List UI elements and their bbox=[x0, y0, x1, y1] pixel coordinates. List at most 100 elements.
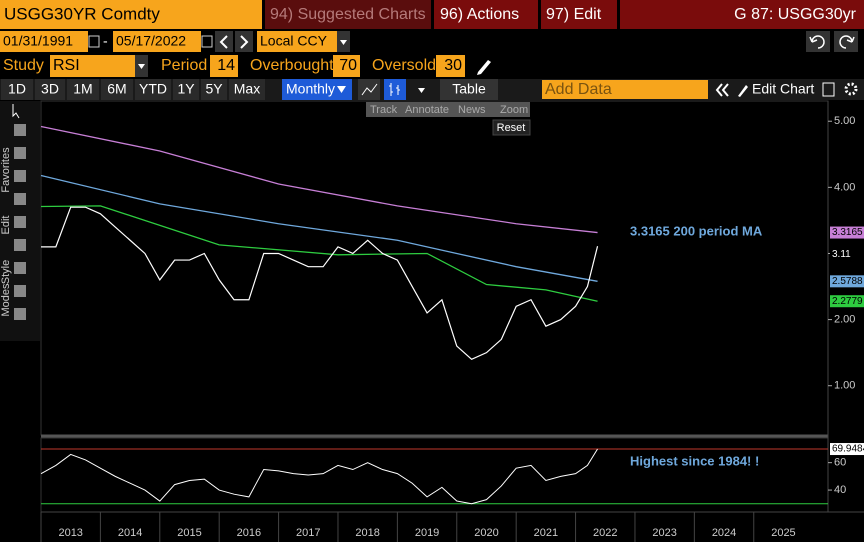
edit-icon[interactable] bbox=[822, 82, 835, 97]
prev-button[interactable] bbox=[215, 31, 233, 52]
oversold-input[interactable] bbox=[436, 55, 465, 77]
moving-average bbox=[40, 174, 598, 282]
side-tool[interactable] bbox=[14, 193, 26, 205]
overbought-input[interactable] bbox=[333, 55, 360, 77]
price-value-tag bbox=[830, 248, 864, 261]
dropdown-icon bbox=[138, 64, 145, 69]
side-tool[interactable] bbox=[14, 285, 26, 297]
side-tab[interactable]: Style bbox=[0, 260, 12, 284]
next-icon bbox=[240, 35, 249, 49]
overbought-label: Overbought bbox=[250, 57, 334, 74]
study-label: Study bbox=[3, 57, 44, 74]
side-tool[interactable] bbox=[14, 147, 26, 159]
period-button[interactable] bbox=[67, 79, 99, 100]
period-input[interactable] bbox=[210, 55, 238, 77]
side-tab[interactable]: Modes bbox=[0, 283, 12, 317]
rsi-value-tag bbox=[830, 443, 864, 456]
side-tool[interactable] bbox=[14, 170, 26, 182]
chart-tool[interactable]: Zoom bbox=[500, 104, 528, 116]
ma-value-tag-label: 3.3165 bbox=[832, 227, 863, 238]
period-button[interactable] bbox=[35, 79, 65, 100]
chart-tool[interactable]: Track bbox=[370, 104, 398, 116]
period-label: YTD bbox=[139, 81, 167, 97]
side-tab[interactable]: Edit bbox=[0, 216, 12, 235]
study-name: RSI bbox=[53, 57, 80, 74]
undo-icon bbox=[809, 35, 825, 49]
side-tool[interactable] bbox=[14, 262, 26, 274]
dropdown-icon[interactable] bbox=[418, 88, 425, 93]
pencil-icon[interactable] bbox=[477, 60, 491, 75]
pencil-icon bbox=[738, 85, 748, 97]
period-button[interactable] bbox=[201, 79, 227, 100]
rsi-line bbox=[40, 448, 598, 505]
x-tick-label: 2016 bbox=[237, 527, 261, 539]
start-date-input[interactable] bbox=[0, 31, 88, 52]
side-tool[interactable] bbox=[14, 308, 26, 320]
dropdown-icon bbox=[337, 86, 346, 93]
period-button[interactable] bbox=[229, 79, 265, 100]
chart-tool[interactable]: Annotate bbox=[405, 104, 449, 116]
menu-edit[interactable] bbox=[541, 0, 617, 29]
table: Table bbox=[452, 81, 486, 97]
y-tick-label: 5.00 bbox=[834, 115, 855, 127]
end-date-input[interactable] bbox=[113, 31, 201, 52]
undo-button[interactable] bbox=[806, 31, 830, 52]
period-label: Max bbox=[234, 81, 260, 97]
prev-icon bbox=[219, 35, 228, 49]
x-tick-label: 2019 bbox=[415, 527, 439, 539]
study-input[interactable] bbox=[50, 55, 135, 77]
side-tool[interactable] bbox=[14, 216, 26, 228]
side-tool[interactable] bbox=[14, 124, 26, 136]
menu-label: 97) Edit bbox=[546, 6, 602, 23]
calendar-icon[interactable] bbox=[88, 35, 100, 48]
period: 14 bbox=[217, 57, 235, 74]
x-tick-label: 2017 bbox=[296, 527, 320, 539]
side-tab[interactable]: Favorites bbox=[0, 147, 12, 193]
y-tick-label: 2.00 bbox=[834, 313, 855, 325]
table-button[interactable] bbox=[440, 79, 498, 100]
security-input[interactable] bbox=[0, 0, 262, 29]
period-button[interactable] bbox=[135, 79, 171, 100]
calendar-icon[interactable] bbox=[201, 35, 213, 48]
period-button[interactable] bbox=[1, 79, 33, 100]
redo-icon bbox=[839, 35, 855, 49]
separator: - bbox=[103, 33, 108, 49]
side-tool[interactable] bbox=[14, 239, 26, 251]
rsi-value-tag-label: 69.9484 bbox=[832, 444, 864, 455]
menu-label: 94) Suggested Charts bbox=[270, 6, 426, 23]
start-date: 01/31/1991 bbox=[3, 33, 73, 49]
reset: Reset bbox=[497, 122, 526, 134]
cursor-icon[interactable] bbox=[12, 104, 20, 119]
title-bar bbox=[620, 0, 864, 29]
add-data: Add Data bbox=[545, 81, 612, 98]
period-button[interactable] bbox=[173, 79, 199, 100]
oversold-label: Oversold bbox=[372, 57, 436, 74]
ma-value-tag-label: 2.2779 bbox=[832, 296, 863, 307]
reset-button[interactable] bbox=[492, 119, 531, 136]
period-button[interactable] bbox=[101, 79, 133, 100]
menu-actions[interactable] bbox=[434, 0, 538, 29]
period-label: 6M bbox=[107, 81, 126, 97]
rsi-tick-label: 60 bbox=[834, 457, 846, 469]
dropdown-icon bbox=[340, 40, 347, 45]
moving-average bbox=[40, 125, 598, 234]
period-label: 3D bbox=[41, 81, 59, 97]
redo-button[interactable] bbox=[834, 31, 858, 52]
oversold: 30 bbox=[444, 57, 462, 74]
security: USGG30YR Comdty bbox=[4, 4, 160, 23]
chart-tools bbox=[366, 102, 530, 117]
edit-chart[interactable]: Edit Chart bbox=[752, 81, 814, 97]
period-label: 1Y bbox=[177, 81, 195, 97]
chart-tool[interactable]: News bbox=[458, 104, 486, 116]
rsi-panel bbox=[40, 437, 829, 513]
next-button[interactable] bbox=[235, 31, 253, 52]
menu-suggested[interactable] bbox=[265, 0, 431, 29]
collapse-icon[interactable] bbox=[715, 83, 729, 97]
settings-icon[interactable] bbox=[844, 82, 858, 96]
frequency-button[interactable] bbox=[282, 79, 352, 100]
add-data-input[interactable] bbox=[542, 80, 708, 99]
period-label: 1M bbox=[73, 81, 92, 97]
bar-chart-button[interactable] bbox=[384, 79, 406, 100]
currency-input[interactable] bbox=[257, 31, 337, 52]
